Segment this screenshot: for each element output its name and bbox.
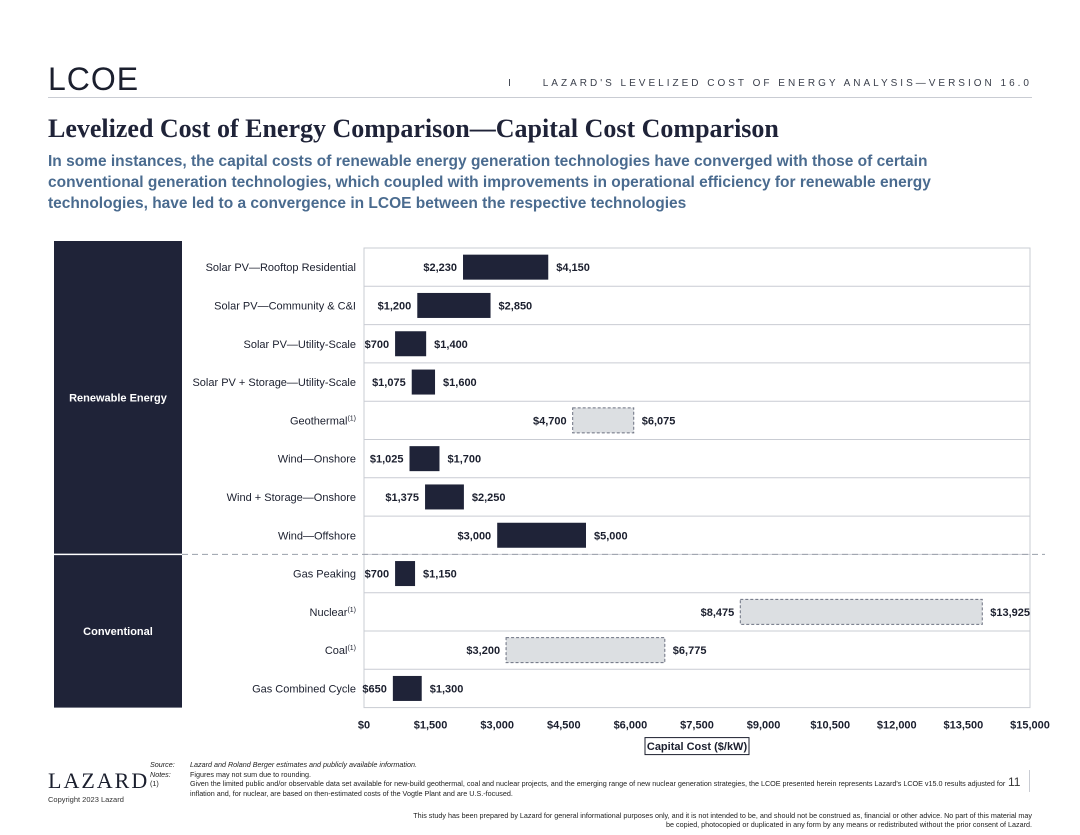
range-bar xyxy=(395,331,426,356)
disclaimer: This study has been prepared by Lazard f… xyxy=(412,811,1032,830)
high-value-label: $13,925 xyxy=(990,607,1030,619)
page-number: 11 xyxy=(1008,775,1020,789)
x-tick-label: $13,500 xyxy=(944,720,984,732)
notes-text: Figures may not sum due to rounding. xyxy=(190,770,1010,780)
notes-key: Notes: xyxy=(150,770,190,780)
range-bar xyxy=(425,484,464,509)
high-value-label: $1,300 xyxy=(430,683,464,695)
category-label: Solar PV + Storage—Utility-Scale xyxy=(192,377,356,389)
page-title: Levelized Cost of Energy Comparison—Capi… xyxy=(48,114,779,144)
x-tick-label: $6,000 xyxy=(614,720,648,732)
low-value-label: $650 xyxy=(362,683,386,695)
range-bar xyxy=(410,446,440,471)
range-bar xyxy=(395,561,415,586)
page-subtitle: In some instances, the capital costs of … xyxy=(48,151,1008,214)
category-label: Gas Peaking xyxy=(293,569,356,581)
high-value-label: $1,600 xyxy=(443,377,477,389)
source-text: Lazard and Roland Berger estimates and p… xyxy=(190,760,1010,770)
low-value-label: $700 xyxy=(365,339,389,351)
range-bar xyxy=(417,293,490,318)
category-label: Wind + Storage—Onshore xyxy=(227,492,356,504)
page-number-divider xyxy=(1029,770,1030,792)
range-bar xyxy=(463,255,548,280)
low-value-label: $1,025 xyxy=(370,454,404,466)
high-value-label: $4,150 xyxy=(556,262,590,274)
range-bar xyxy=(412,370,435,395)
lcoe-logo: LCOE xyxy=(48,60,148,99)
lazard-logo: LAZARD xyxy=(48,768,149,794)
x-tick-label: $10,500 xyxy=(810,720,850,732)
category-label: Wind—Offshore xyxy=(278,530,356,542)
note1-key: (1) xyxy=(150,779,190,798)
low-value-label: $8,475 xyxy=(701,607,735,619)
note1-text: Given the limited public and/or observab… xyxy=(190,779,1010,798)
report-title: LAZARD'S LEVELIZED COST OF ENERGY ANALYS… xyxy=(543,78,1032,89)
x-tick-label: $1,500 xyxy=(414,720,448,732)
high-value-label: $2,250 xyxy=(472,492,506,504)
high-value-label: $6,075 xyxy=(642,415,676,427)
copyright: Copyright 2023 Lazard xyxy=(48,795,124,804)
range-bar xyxy=(393,676,422,701)
low-value-label: $2,230 xyxy=(423,262,457,274)
high-value-label: $5,000 xyxy=(594,530,628,542)
high-value-label: $1,700 xyxy=(447,454,481,466)
x-tick-label: $4,500 xyxy=(547,720,581,732)
low-value-label: $1,375 xyxy=(385,492,419,504)
category-label: Solar PV—Utility-Scale xyxy=(244,339,356,351)
header-divider xyxy=(48,97,1032,98)
low-value-label: $700 xyxy=(365,569,389,581)
group-label: Renewable Energy xyxy=(69,393,168,405)
low-value-label: $1,075 xyxy=(372,377,406,389)
x-tick-label: $12,000 xyxy=(877,720,917,732)
source-notes: Source: Lazard and Roland Berger estimate… xyxy=(150,760,1010,798)
report-header: I LAZARD'S LEVELIZED COST OF ENERGY ANAL… xyxy=(508,78,1032,89)
x-tick-label: $7,500 xyxy=(680,720,714,732)
low-value-label: $4,700 xyxy=(533,415,567,427)
range-bar xyxy=(573,408,634,433)
category-label: Coal(1) xyxy=(325,645,356,657)
high-value-label: $6,775 xyxy=(673,645,707,657)
section-marker: I xyxy=(508,78,514,89)
category-label: Wind—Onshore xyxy=(278,454,356,466)
low-value-label: $3,000 xyxy=(458,530,492,542)
x-tick-label: $3,000 xyxy=(480,720,514,732)
group-label: Conventional xyxy=(83,626,153,638)
source-key: Source: xyxy=(150,760,190,770)
category-label: Solar PV—Community & C&I xyxy=(214,300,356,312)
high-value-label: $2,850 xyxy=(499,300,533,312)
category-label: Geothermal(1) xyxy=(290,415,356,427)
range-bar xyxy=(740,599,982,624)
category-label: Nuclear(1) xyxy=(310,607,356,619)
low-value-label: $3,200 xyxy=(466,645,500,657)
low-value-label: $1,200 xyxy=(378,300,412,312)
x-axis-title: Capital Cost ($/kW) xyxy=(647,741,748,753)
high-value-label: $1,400 xyxy=(434,339,468,351)
category-label: Solar PV—Rooftop Residential xyxy=(206,262,356,274)
x-tick-label: $15,000 xyxy=(1010,720,1050,732)
high-value-label: $1,150 xyxy=(423,569,457,581)
logo-text: LCOE xyxy=(48,61,139,94)
category-label: Gas Combined Cycle xyxy=(252,683,356,695)
range-bar xyxy=(497,523,586,548)
x-tick-label: $0 xyxy=(358,720,370,732)
x-tick-label: $9,000 xyxy=(747,720,781,732)
range-bar xyxy=(506,638,665,663)
capital-cost-chart: Renewable Energy Conventional Solar PV—Roo… xyxy=(0,230,1080,760)
